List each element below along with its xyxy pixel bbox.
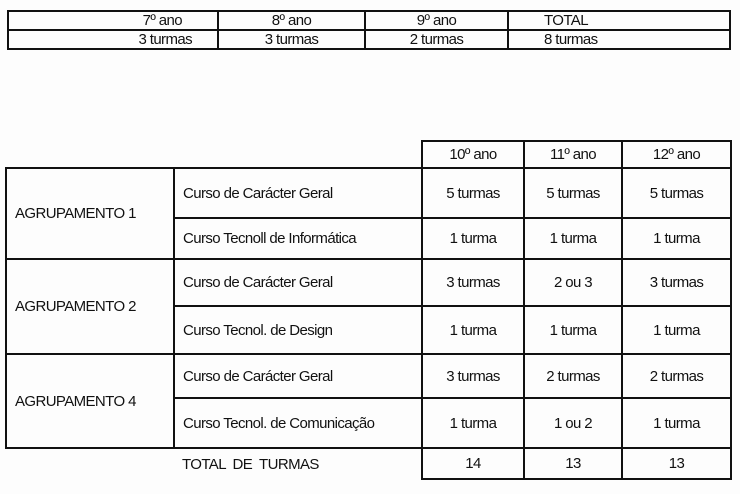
table-row: 3 turmas 3 turmas 2 turmas 8 turmas: [7, 29, 731, 50]
header-cell: TOTAL: [507, 10, 731, 31]
table-header-row: 10º ano 11º ano 12º ano: [6, 140, 732, 169]
value-cell: 2 turmas: [621, 353, 732, 399]
value-cell: 1 turma: [421, 397, 525, 449]
value-cell: 1 turma: [421, 305, 525, 355]
value-cell: 3 turmas: [7, 29, 219, 50]
value-cell: 1 ou 2: [523, 397, 623, 449]
total-row: TOTAL DE TURMAS 14 13 13: [6, 447, 732, 480]
value-cell: 1 turma: [621, 397, 732, 449]
value-cell: 3 turmas: [421, 258, 525, 307]
value-cell: 5 turmas: [523, 167, 623, 219]
value-cell: 5 turmas: [621, 167, 732, 219]
value-cell: 1 turma: [421, 217, 525, 260]
course-cell: Curso de Carácter Geral: [173, 258, 423, 307]
value-cell: 1 turma: [621, 305, 732, 355]
value-cell: 1 turma: [621, 217, 732, 260]
table-row: AGRUPAMENTO 1 Curso de Carácter Geral 5 …: [5, 167, 732, 260]
course-cell: Curso Tecnoll de Informática: [173, 217, 423, 260]
group-cell: AGRUPAMENTO 1: [5, 167, 175, 260]
table-row: Curso Tecnoll de Informática 1 turma 1 t…: [6, 217, 732, 260]
value-cell: 3 turmas: [421, 353, 525, 399]
header-cell: 11º ano: [523, 140, 623, 169]
value-cell: 8 turmas: [507, 29, 731, 50]
table-row: Curso Tecnol. de Comunicação 1 turma 1 o…: [6, 397, 732, 449]
total-cell: 14: [421, 447, 525, 480]
group-cell: AGRUPAMENTO 2: [5, 258, 175, 355]
value-cell: 2 turmas: [523, 353, 623, 399]
group-cell: AGRUPAMENTO 4: [5, 353, 175, 449]
total-cell: 13: [621, 447, 732, 480]
course-cell: Curso de Carácter Geral: [173, 167, 423, 219]
course-cell: Curso Tecnol. de Comunicação: [173, 397, 423, 449]
value-cell: 1 turma: [523, 217, 623, 260]
header-cell: 9º ano: [364, 10, 509, 31]
header-cell: 10º ano: [421, 140, 525, 169]
ciclo-3-table: 7º ano 8º ano 9º ano TOTAL 3 turmas 3 tu…: [7, 10, 731, 50]
value-cell: 3 turmas: [217, 29, 366, 50]
course-cell: Curso Tecnol. de Design: [173, 305, 423, 355]
table-header-row: 7º ano 8º ano 9º ano TOTAL: [7, 10, 731, 31]
value-cell: 2 ou 3: [523, 258, 623, 307]
course-cell: Curso de Carácter Geral: [173, 353, 423, 399]
header-cell: 7º ano: [7, 10, 219, 31]
total-cell: 13: [523, 447, 623, 480]
table-row: Curso Tecnol. de Design 1 turma 1 turma …: [6, 305, 732, 355]
total-label: TOTAL DE TURMAS: [182, 455, 319, 473]
header-cell: 8º ano: [217, 10, 366, 31]
table-row: AGRUPAMENTO 2 Curso de Carácter Geral 3 …: [5, 258, 732, 355]
secundario-table: 10º ano 11º ano 12º ano AGRUPAMENTO 1 Cu…: [5, 140, 732, 480]
value-cell: 2 turmas: [364, 29, 509, 50]
value-cell: 1 turma: [523, 305, 623, 355]
header-cell: 12º ano: [621, 140, 732, 169]
table-row: AGRUPAMENTO 4 Curso de Carácter Geral 3 …: [5, 353, 732, 449]
value-cell: 3 turmas: [621, 258, 732, 307]
value-cell: 5 turmas: [421, 167, 525, 219]
